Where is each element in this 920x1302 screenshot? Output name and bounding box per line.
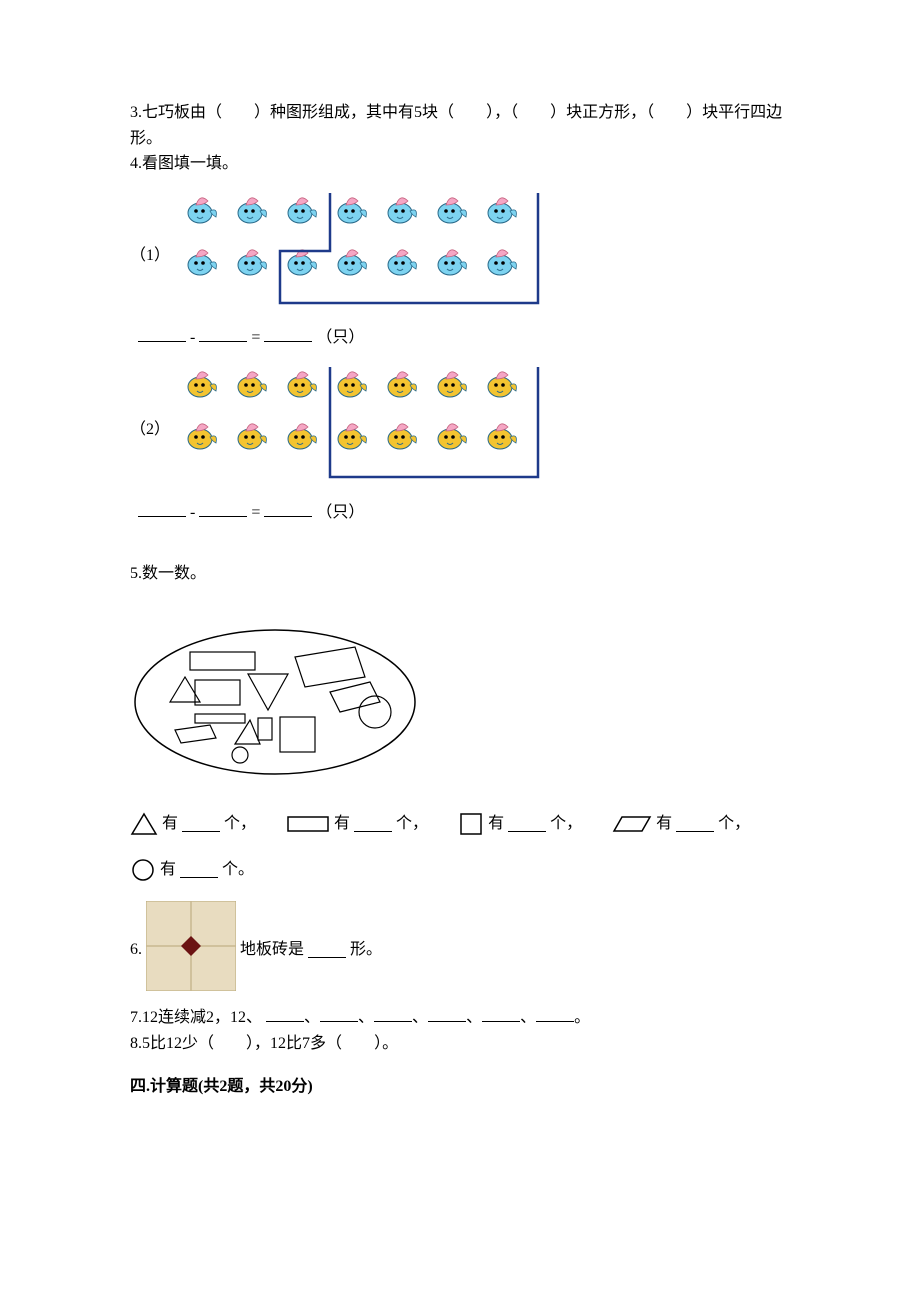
q5-shape-line-1: 有 个， 有 个， 有 个， 有 个， [130,811,790,837]
blank[interactable] [428,1005,466,1022]
q3-text: 3.七巧板由（ ）种图形组成，其中有5块（ ），（ ）块正方形，（ ）块平行四边… [130,104,782,147]
minus-sign: - [190,504,195,521]
has-text: 有 [160,857,176,883]
parallelogram-icon [612,813,652,835]
blank[interactable] [199,500,247,517]
blank[interactable] [138,325,186,342]
has-text: 有 [488,811,504,837]
blank[interactable] [266,1005,304,1022]
unit-text: （只） [316,329,364,346]
square-icon [458,811,484,837]
q8-b: ），12比7多（ [246,1035,342,1052]
blank[interactable] [264,500,312,517]
blank[interactable] [308,941,346,958]
unit-text: 个， [224,811,256,837]
fish-grid-2-svg [182,367,544,485]
q5-title: 5.数一数。 [130,561,790,587]
q8-a: 8.5比12少（ [130,1035,214,1052]
blank[interactable] [508,815,546,832]
blank[interactable] [354,815,392,832]
q7-prefix: 7.12连续减2，12、 [130,1009,262,1026]
circle-icon [130,857,156,883]
unit-text: 个， [718,811,750,837]
q4-row-1: （1） [130,193,790,320]
shape-item-triangle: 有 个， [130,811,256,837]
shape-item-square: 有 个， [458,811,582,837]
question-4: 4.看图填一填。 （1） [130,151,790,525]
unit-text: （只） [316,504,364,521]
unit-text: 个， [550,811,582,837]
q6-num: 6. [130,937,142,963]
blank[interactable] [536,1005,574,1022]
q5-oval [130,622,790,791]
blank[interactable] [138,500,186,517]
shape-item-rectangle: 有 个， [286,811,428,837]
question-5: 5.数一数。 有 个， 有 个， 有 个， [130,561,790,883]
q4-label-2: （2） [130,417,170,443]
shape-item-parallelogram: 有 个， [612,811,750,837]
blank[interactable] [676,815,714,832]
equals-sign: = [251,504,260,521]
oval-svg [130,622,420,782]
has-text: 有 [162,811,178,837]
q4-title: 4.看图填一填。 [130,151,790,177]
question-6: 6. 地板砖是 形。 [130,901,790,1000]
has-text: 有 [656,811,672,837]
blank[interactable] [320,1005,358,1022]
equals-sign: = [251,329,260,346]
q4-row-2: （2） [130,367,790,494]
blank[interactable] [264,325,312,342]
shape-item-circle: 有 个。 [130,857,254,883]
unit-text: 个。 [222,857,254,883]
section-4-title: 四.计算题(共2题，共20分) [130,1074,790,1100]
fish-grid-1-svg [182,193,544,311]
unit-text: 个， [396,811,428,837]
blank[interactable] [199,325,247,342]
q4-eq-1: - = （只） [130,325,790,351]
q6-mid: 地板砖是 [240,937,304,963]
blank[interactable] [374,1005,412,1022]
tile-svg [146,901,236,991]
has-text: 有 [334,811,350,837]
q4-eq-2: - = （只） [130,500,790,526]
q5-shape-line-2: 有 个。 [130,857,790,883]
rectangle-icon [286,813,330,835]
blank[interactable] [180,861,218,878]
question-8: 8.5比12少（ ），12比7多（ ）。 [130,1031,790,1057]
triangle-icon [130,811,158,837]
fish-grid-2 [182,367,544,494]
minus-sign: - [190,329,195,346]
question-3: 3.七巧板由（ ）种图形组成，其中有5块（ ），（ ）块正方形，（ ）块平行四边… [130,100,790,151]
fish-grid-1 [182,193,544,320]
floor-tile-image [146,901,236,1000]
q8-c: ）。 [374,1035,398,1052]
blank[interactable] [182,815,220,832]
q6-end: 形。 [350,937,382,963]
question-7: 7.12连续减2，12、 、、、、、。 [130,1005,790,1031]
blank[interactable] [482,1005,520,1022]
q4-label-1: （1） [130,243,170,269]
